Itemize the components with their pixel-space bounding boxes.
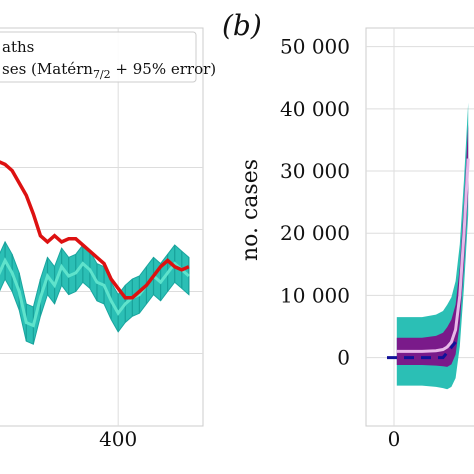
panel-b-y-tick-label-5: 50 000 [280, 35, 350, 59]
panel-b-x-ticks: 0 [388, 427, 401, 451]
panel-b-plot-area [387, 102, 470, 390]
panel-b-frame [365, 27, 474, 427]
panel-b-series-dashed [387, 341, 457, 360]
legend-entry-1: aths [2, 38, 34, 56]
legend-box [0, 31, 197, 83]
panel-a-plot-area [0, 160, 190, 345]
panel-a-frame [0, 27, 204, 427]
panel-b-series-mean [396, 158, 470, 353]
panel-a-grid [0, 28, 203, 426]
panel-a-legend: aths ses (Matérn7/2 + 95% error) [0, 31, 216, 83]
legend-entry-2-tail: + 95% error) [111, 60, 216, 78]
panel-b-y-tick-label-1: 10 000 [280, 283, 350, 307]
panel-b-plot-clip [387, 102, 470, 390]
panel-b-y-axis-label: no. cases [238, 159, 263, 261]
panel-b-y-tick-label-0: 0 [337, 346, 350, 370]
panel-a-x-ticks: 400 [99, 427, 137, 451]
panel-a-x-tick-label-0: 400 [99, 427, 137, 451]
panel-a-series-mean [0, 257, 190, 328]
panel-b-band-inner [396, 124, 469, 367]
panel-b-y-tick-label-3: 30 000 [280, 159, 350, 183]
legend-entry-2: ses (Matérn7/2 + 95% error) [2, 60, 216, 81]
panel-b-band-outer [396, 102, 469, 390]
panel-label-b: (b) [222, 9, 262, 42]
panel-b-y-tick-label-2: 20 000 [280, 221, 350, 245]
panel-b-y-tick-label-4: 40 000 [280, 97, 350, 121]
panel-a-series-deaths [0, 160, 190, 300]
legend-entry-2-subscript: 7/2 [93, 68, 111, 81]
panel-b-y-ticks: 0 10 000 20 000 30 000 40 000 50 000 [280, 35, 350, 370]
panel-b-x-tick-label-0: 0 [388, 427, 401, 451]
